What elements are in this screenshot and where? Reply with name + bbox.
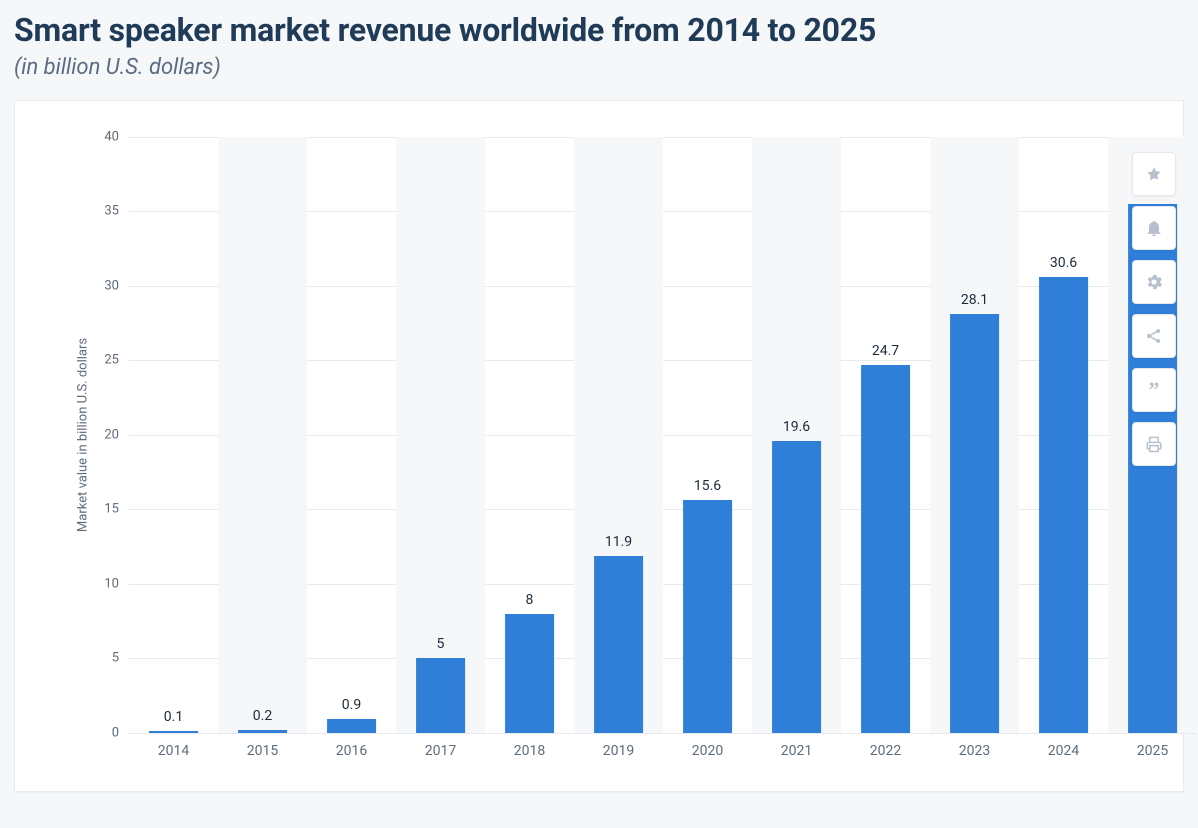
y-tick-label: 25 [104,353,129,368]
x-tick-label: 2021 [781,733,812,759]
page-title: Smart speaker market revenue worldwide f… [14,12,1184,49]
share-button[interactable] [1132,314,1176,358]
bar-value-label: 28.1 [961,292,988,314]
y-tick-label: 40 [104,129,129,144]
y-tick-label: 5 [112,651,129,666]
bar-value-label: 11.9 [605,534,632,556]
bar-band: 15.62020 [663,137,752,733]
gridline [129,733,1197,734]
plot-inner: 0.120140.220150.92016520178201811.920191… [129,137,1197,733]
y-tick-label: 20 [104,427,129,442]
settings-button[interactable] [1132,260,1176,304]
bar-band: 30.62024 [1019,137,1108,733]
x-tick-label: 2018 [514,733,545,759]
bar-value-label: 5 [437,636,445,658]
quote-icon: ” [1149,379,1160,401]
bar-band: 52017 [396,137,485,733]
plot-area: 0.120140.220150.92016520178201811.920191… [129,137,1197,733]
x-tick-label: 2014 [158,733,189,759]
y-axis-title: Market value in billion U.S. dollars [76,338,91,532]
bar[interactable]: 8 [505,614,555,733]
page: Smart speaker market revenue worldwide f… [0,0,1198,828]
x-tick-label: 2025 [1137,733,1168,759]
page-subtitle: (in billion U.S. dollars) [14,55,1184,80]
bar[interactable]: 30.6 [1039,277,1089,733]
bar-value-label: 8 [526,592,534,614]
bar-value-label: 19.6 [783,419,810,441]
action-buttons: ” [1132,152,1176,466]
bar[interactable]: 19.6 [772,441,822,733]
notify-button[interactable] [1132,206,1176,250]
gear-icon [1144,272,1164,292]
favorite-button[interactable] [1132,152,1176,196]
bar[interactable]: 24.7 [861,365,911,733]
bar-band: 0.12014 [129,137,218,733]
bar-band: 19.62021 [752,137,841,733]
y-tick-label: 35 [104,204,129,219]
x-tick-label: 2024 [1048,733,1079,759]
x-tick-label: 2022 [870,733,901,759]
bar-band: 24.72022 [841,137,930,733]
bar-value-label: 24.7 [872,343,899,365]
x-tick-label: 2019 [603,733,634,759]
bar-value-label: 0.1 [164,709,183,731]
print-button[interactable] [1132,422,1176,466]
citation-button[interactable]: ” [1132,368,1176,412]
chart-wrap: 0.120140.220150.92016520178201811.920191… [15,101,1183,789]
x-tick-label: 2015 [247,733,278,759]
bar-band: 0.22015 [218,137,307,733]
bar-value-label: 30.6 [1050,255,1077,277]
x-tick-label: 2016 [336,733,367,759]
bar[interactable]: 5 [416,658,466,733]
star-icon [1144,164,1164,184]
bar[interactable]: 28.1 [950,314,1000,733]
bell-icon [1144,218,1164,238]
y-tick-label: 15 [104,502,129,517]
bar-band: 0.92016 [307,137,396,733]
x-tick-label: 2020 [692,733,723,759]
bar-value-label: 0.9 [342,697,361,719]
y-tick-label: 0 [112,725,129,740]
bar[interactable]: 0.9 [327,719,377,732]
bar-value-label: 0.2 [253,708,272,730]
bar-band: 82018 [485,137,574,733]
y-tick-label: 10 [104,576,129,591]
print-icon [1144,434,1164,454]
x-tick-label: 2023 [959,733,990,759]
share-icon [1144,326,1164,346]
bar-band: 11.92019 [574,137,663,733]
bar-value-label: 15.6 [694,478,721,500]
y-tick-label: 30 [104,278,129,293]
bar-band: 28.12023 [930,137,1019,733]
bar[interactable]: 11.9 [594,556,644,733]
chart-card: 0.120140.220150.92016520178201811.920191… [14,100,1184,792]
x-tick-label: 2017 [425,733,456,759]
bar[interactable]: 15.6 [683,500,733,732]
